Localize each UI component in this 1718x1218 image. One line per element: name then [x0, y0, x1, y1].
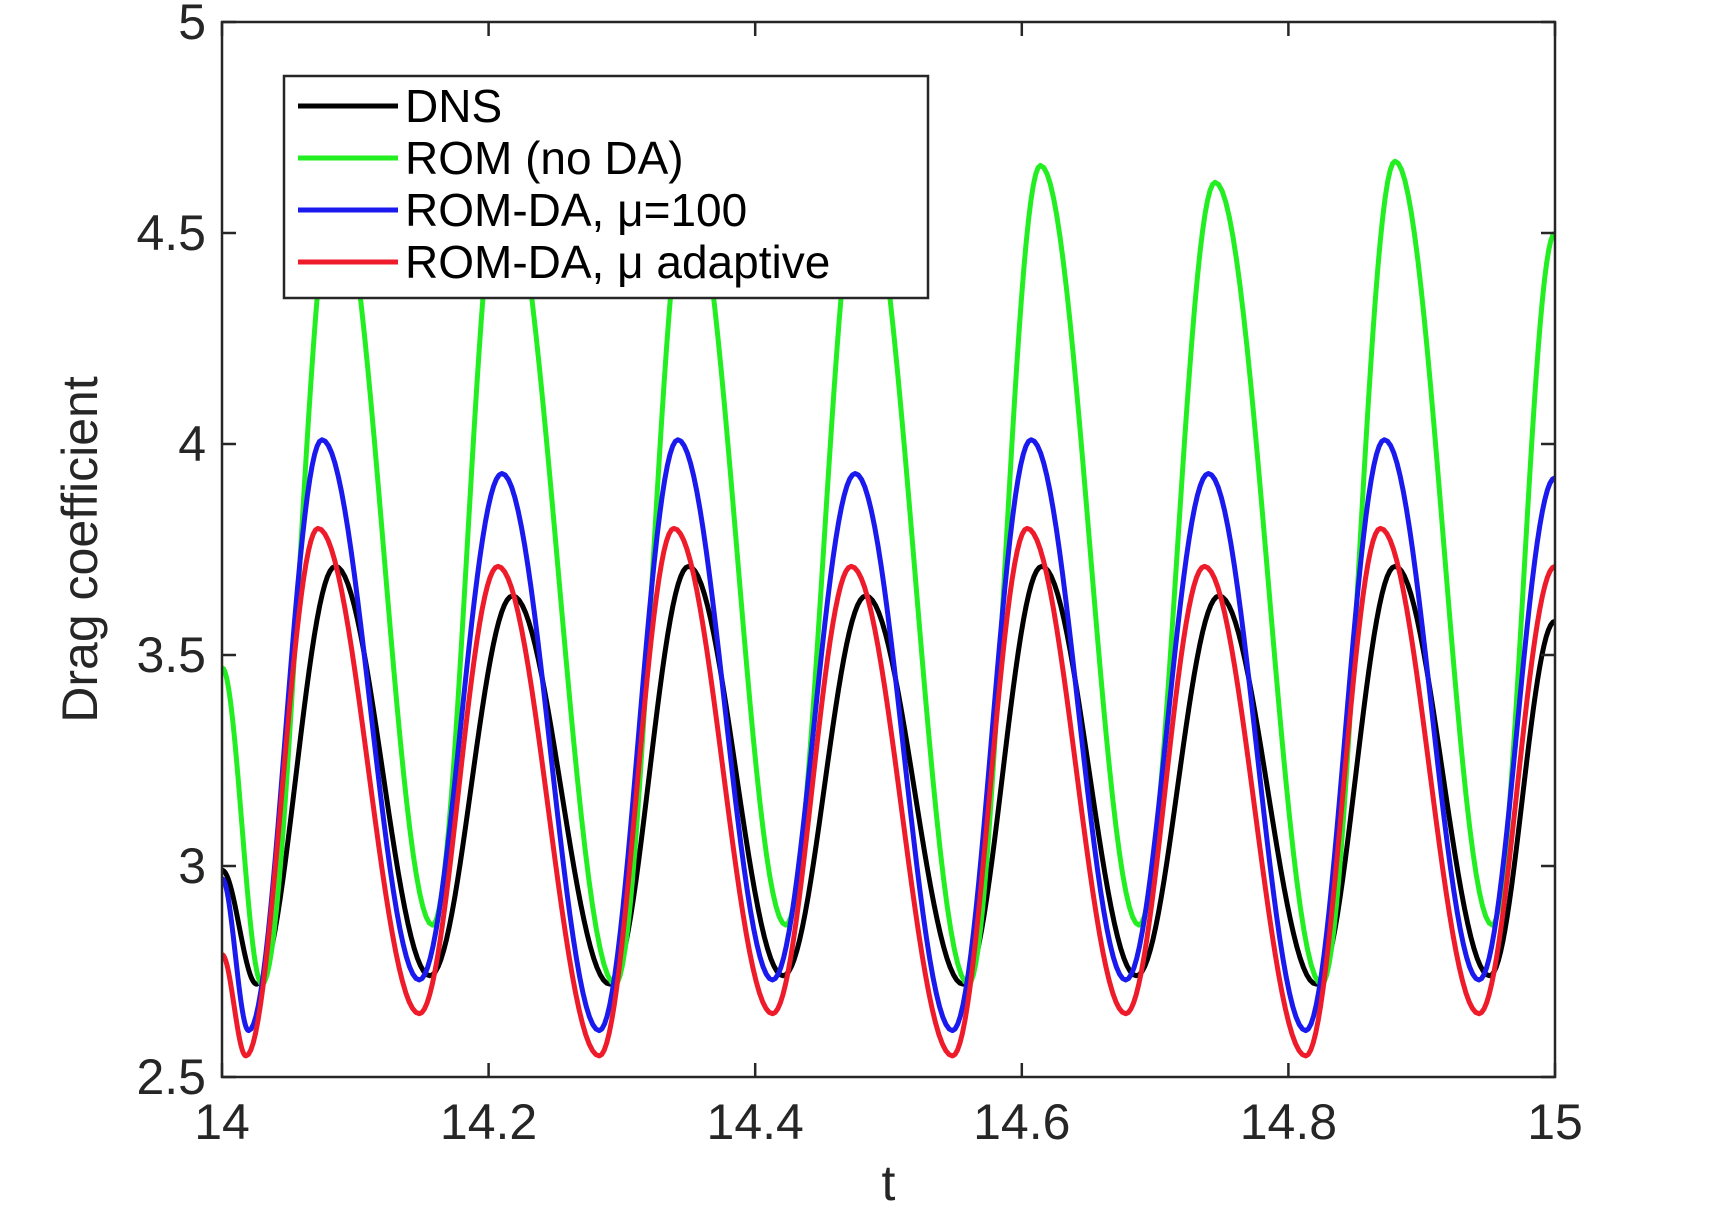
x-axis-label: t: [882, 1155, 896, 1211]
ticks-layer: 14 14.2 14.4 14.6 14.8 15 2.5 3 3.5 4 4.5 5: [136, 0, 1582, 1150]
y-tick-label: 3.5: [136, 627, 206, 683]
y-tick-label: 3: [178, 838, 206, 894]
x-tick-label: 14: [194, 1094, 250, 1150]
x-tick-label: 14.4: [707, 1094, 804, 1150]
x-tick-label: 14.8: [1240, 1094, 1337, 1150]
axes-box: [220, 20, 1557, 1079]
legend-label-rom-da-mu-adaptive: ROM-DA, μ adaptive: [405, 236, 830, 288]
y-tick-label: 4.5: [136, 205, 206, 261]
y-tick-label: 5: [178, 0, 206, 50]
y-axis-label: Drag coefficient: [52, 376, 108, 723]
series-line-rom-da-adaptive: [222, 525, 1555, 1059]
y-tick-label: 4: [178, 416, 206, 472]
series-line-rom-da-100: [222, 437, 1555, 1034]
series-layer: [222, 158, 1555, 1059]
legend-label-dns: DNS: [405, 80, 502, 132]
legend: DNS ROM (no DA) ROM-DA, μ=100 ROM-DA, μ …: [282, 74, 930, 300]
x-tick-label: 14.2: [440, 1094, 537, 1150]
x-tick-label: 14.6: [973, 1094, 1070, 1150]
x-tick-label: 15: [1527, 1094, 1583, 1150]
y-tick-label: 2.5: [136, 1049, 206, 1105]
legend-label-rom-da-mu-100: ROM-DA, μ=100: [405, 184, 747, 236]
legend-label-rom-no-da: ROM (no DA): [405, 132, 684, 184]
